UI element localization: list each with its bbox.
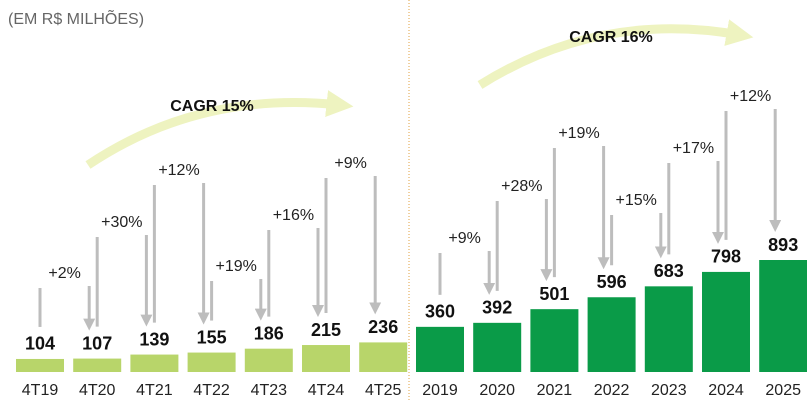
value-label: 139 bbox=[139, 329, 169, 349]
bar bbox=[130, 354, 179, 372]
value-label: 107 bbox=[82, 333, 112, 353]
value-label: 596 bbox=[597, 272, 627, 292]
bar bbox=[702, 271, 750, 372]
x-tick-label: 2023 bbox=[651, 382, 687, 399]
value-label: 215 bbox=[311, 320, 341, 340]
x-tick-label: 4T24 bbox=[308, 382, 345, 399]
value-label: 104 bbox=[25, 334, 55, 354]
value-label: 360 bbox=[425, 302, 455, 322]
bar bbox=[359, 342, 408, 372]
growth-label: +2% bbox=[48, 265, 80, 282]
growth-label: +17% bbox=[673, 140, 714, 157]
x-tick-label: 4T25 bbox=[365, 382, 402, 399]
value-label: 155 bbox=[197, 327, 227, 347]
subtitle: (EM R$ MILHÕES) bbox=[8, 8, 144, 28]
cagr-arrow bbox=[85, 90, 354, 169]
x-tick-label: 4T22 bbox=[193, 382, 230, 399]
cagr-label: CAGR 15% bbox=[170, 98, 254, 115]
growth-label: +16% bbox=[273, 207, 314, 224]
bar bbox=[16, 358, 64, 372]
bar bbox=[187, 352, 236, 372]
value-label: 186 bbox=[254, 323, 284, 343]
bar bbox=[644, 286, 693, 372]
bar bbox=[302, 345, 350, 372]
bar bbox=[587, 297, 636, 372]
cagr-arrow bbox=[477, 19, 754, 89]
value-label: 501 bbox=[539, 284, 569, 304]
x-tick-label: 4T21 bbox=[136, 382, 173, 399]
growth-label: +9% bbox=[448, 230, 480, 247]
value-label: 236 bbox=[368, 317, 398, 337]
growth-label: +9% bbox=[334, 155, 366, 172]
growth-label: +12% bbox=[158, 162, 199, 179]
bar bbox=[416, 326, 464, 372]
cagr-label: CAGR 16% bbox=[569, 29, 653, 46]
value-label: 683 bbox=[654, 261, 684, 281]
x-tick-label: 2025 bbox=[765, 382, 801, 399]
bar bbox=[759, 260, 807, 372]
x-tick-label: 2022 bbox=[594, 382, 630, 399]
x-tick-label: 2019 bbox=[422, 382, 458, 399]
x-tick-label: 2020 bbox=[479, 382, 515, 399]
growth-label: +15% bbox=[616, 192, 657, 209]
value-label: 893 bbox=[768, 235, 798, 255]
growth-label: +19% bbox=[558, 125, 599, 142]
value-label: 392 bbox=[482, 298, 512, 318]
growth-label: +19% bbox=[216, 258, 257, 275]
bar bbox=[73, 358, 122, 372]
x-tick-label: 4T19 bbox=[22, 382, 59, 399]
bar bbox=[473, 322, 522, 372]
x-tick-label: 4T20 bbox=[79, 382, 116, 399]
bar bbox=[530, 309, 579, 372]
bar bbox=[244, 348, 293, 372]
growth-label: +12% bbox=[730, 88, 771, 105]
growth-label: +30% bbox=[101, 214, 142, 231]
value-label: 798 bbox=[711, 247, 741, 267]
x-tick-label: 4T23 bbox=[251, 382, 288, 399]
growth-label: +28% bbox=[501, 178, 542, 195]
x-tick-label: 2024 bbox=[708, 382, 744, 399]
x-tick-label: 2021 bbox=[537, 382, 573, 399]
